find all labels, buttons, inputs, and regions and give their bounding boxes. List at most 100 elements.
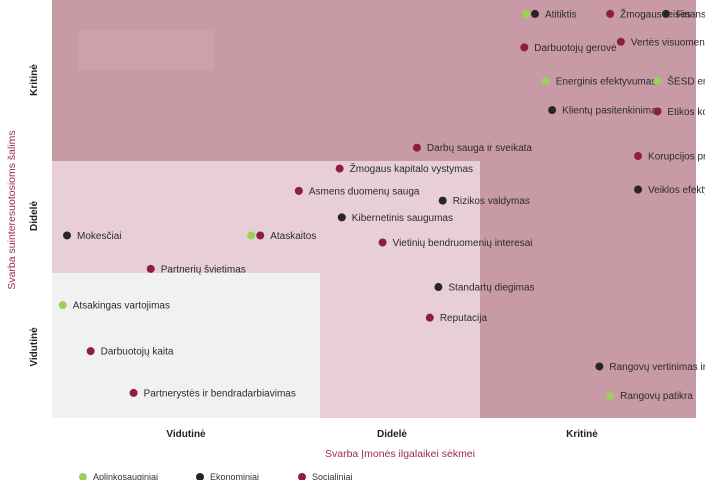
x-axis-ticks: Vidutinė Didelė Kritinė: [166, 429, 598, 440]
point-veiklos-efektyvumas: Veiklos efektyvumas: [634, 185, 705, 196]
point-marker-environmental: [58, 301, 67, 310]
point-vertes-visuomenei-kurimas: Vertės visuomenei kūrimas: [616, 37, 705, 48]
point-darbuotoju-kaita: Darbuotojų kaita: [86, 347, 174, 358]
point-label: Rangovų vertinimas ir patikra: [609, 362, 705, 373]
point-marker-economic: [438, 196, 447, 205]
point-marker-social: [256, 231, 265, 240]
point-marker-social: [520, 43, 529, 52]
point-label: Etikos kodeksas: [667, 107, 705, 118]
point-standartu-diegimas: Standartų diegimas: [434, 283, 535, 294]
point-partnerystes-ir-bendradarbiavimas: Partnerystės ir bendradarbiavimas: [129, 388, 296, 399]
point-atitiktis: Atitiktis: [522, 9, 577, 20]
x-tick-critical: Kritinė: [566, 429, 598, 440]
point-marker-social: [335, 164, 344, 173]
point-label: Asmens duomenų sauga: [309, 186, 420, 197]
point-mokesciai: Mokesčiai: [63, 231, 121, 242]
point-marker-social: [129, 388, 138, 397]
point-zmogaus-teises: Žmogaus teisės: [606, 7, 691, 20]
legend-label-economic: Ekonominiai: [210, 472, 259, 480]
point-label: Kibernetinis saugumas: [352, 213, 453, 224]
point-rizikos-valdymas: Rizikos valdymas: [438, 196, 530, 207]
faint-overlay-box: [78, 30, 214, 70]
point-sesd-emisijos: ŠESD emisijos: [653, 74, 705, 87]
point-marker-economic: [531, 9, 539, 18]
point-label: Klientų pasitenkinimas: [562, 106, 662, 117]
point-label: Finansinė grąža: [676, 9, 705, 20]
point-label: Atitiktis: [545, 9, 577, 20]
point-marker-social: [412, 143, 421, 152]
y-tick-high: Didelė: [29, 201, 40, 231]
point-label: Darbų sauga ir sveikata: [427, 143, 532, 154]
point-label: ŠESD emisijos: [667, 74, 705, 87]
legend-marker-economic: [196, 473, 204, 480]
legend: Aplinkosauginiai Ekonominiai Socialiniai: [79, 472, 353, 480]
y-axis-ticks: Kritinė Didelė Vidutinė: [29, 64, 40, 367]
legend-label-environmental: Aplinkosauginiai: [93, 472, 158, 480]
point-reputacija: Reputacija: [425, 313, 488, 324]
point-label: Veiklos efektyvumas: [648, 185, 705, 196]
point-label: Rizikos valdymas: [453, 196, 530, 207]
point-label: Vietinių bendruomenių interesai: [393, 238, 533, 249]
point-marker-social: [634, 152, 643, 161]
point-marker-economic: [63, 231, 72, 240]
point-marker-economic: [548, 106, 557, 115]
point-marker-economic: [661, 9, 670, 18]
point-darbu-sauga-ir-sveikata: Darbų sauga ir sveikata: [412, 143, 532, 154]
point-marker-social: [294, 186, 303, 195]
point-vietiniu-bendruomeniu-interesai: Vietinių bendruomenių interesai: [378, 238, 533, 249]
y-axis-title: Svarba suinteresuotosioms šalims: [6, 130, 18, 289]
point-atsakingas-vartojimas: Atsakingas vartojimas: [58, 301, 170, 312]
x-axis-title: Svarba Įmonės ilgalaikei sėkmei: [325, 448, 475, 460]
point-label: Vertės visuomenei kūrimas: [631, 37, 705, 48]
x-tick-medium: Vidutinė: [166, 429, 206, 440]
x-tick-high: Didelė: [377, 429, 407, 440]
point-kibernetinis-saugumas: Kibernetinis saugumas: [337, 213, 453, 224]
data-points: Atitiktis Žmogaus teisėsFinansinė grąža Da…: [58, 7, 705, 402]
point-darbuotoju-gerove: Darbuotojų gerovė: [520, 43, 617, 54]
point-energinis-efektyvumas: Energinis efektyvumas: [541, 76, 657, 87]
point-zmogaus-kapitalo-vystymas: Žmogaus kapitalo vystymas: [335, 162, 473, 175]
point-marker-social: [606, 9, 615, 18]
point-label: Žmogaus teisės: [620, 7, 691, 20]
point-label: Standartų diegimas: [448, 283, 534, 294]
point-label: Partnerystės ir bendradarbiavimas: [144, 388, 296, 399]
point-marker-social: [86, 347, 95, 356]
point-marker-environmental: [653, 76, 662, 85]
point-ataskaitos: Ataskaitos: [247, 231, 316, 242]
point-label: Darbuotojų gerovė: [534, 43, 617, 54]
legend-marker-social: [298, 473, 306, 480]
point-marker-economic: [434, 283, 443, 292]
point-label: Korupcijos prevencija: [648, 152, 705, 163]
point-marker-economic: [595, 362, 604, 371]
point-marker-social: [425, 313, 434, 322]
point-label: Atsakingas vartojimas: [73, 301, 170, 312]
y-tick-critical: Kritinė: [29, 64, 40, 96]
point-asmens-duomenu-sauga: Asmens duomenų sauga: [294, 186, 420, 197]
point-label: Partnerių švietimas: [161, 264, 246, 275]
point-marker-social: [616, 37, 625, 46]
point-marker-economic: [634, 185, 643, 194]
point-label: Reputacija: [440, 313, 488, 324]
point-finansine-graza: Finansinė grąža: [661, 9, 705, 20]
point-marker-social: [378, 238, 387, 247]
point-marker-environmental: [522, 9, 530, 18]
point-etikos-kodeksas: Etikos kodeksas: [653, 107, 705, 118]
point-marker-environmental: [247, 231, 256, 240]
point-rangovu-vertinimas-ir-patikra: Rangovų vertinimas ir patikra: [595, 362, 705, 373]
point-partneriu-svietimas: Partnerių švietimas: [146, 264, 246, 275]
point-label: Darbuotojų kaita: [101, 347, 174, 358]
legend-label-social: Socialiniai: [312, 472, 353, 480]
point-marker-environmental: [606, 391, 615, 400]
y-tick-medium: Vidutinė: [29, 327, 40, 367]
point-marker-economic: [337, 213, 346, 222]
point-label: Ataskaitos: [270, 231, 316, 242]
point-marker-environmental: [541, 76, 550, 85]
zone-medium: [52, 273, 320, 418]
point-rangovu-patikra: Rangovų patikra: [606, 391, 693, 402]
point-klientu-pasitenkinimas: Klientų pasitenkinimas: [548, 106, 662, 117]
point-marker-social: [653, 107, 662, 116]
point-label: Žmogaus kapitalo vystymas: [350, 162, 473, 175]
point-label: Energinis efektyvumas: [556, 76, 657, 87]
point-label: Rangovų patikra: [620, 391, 693, 402]
